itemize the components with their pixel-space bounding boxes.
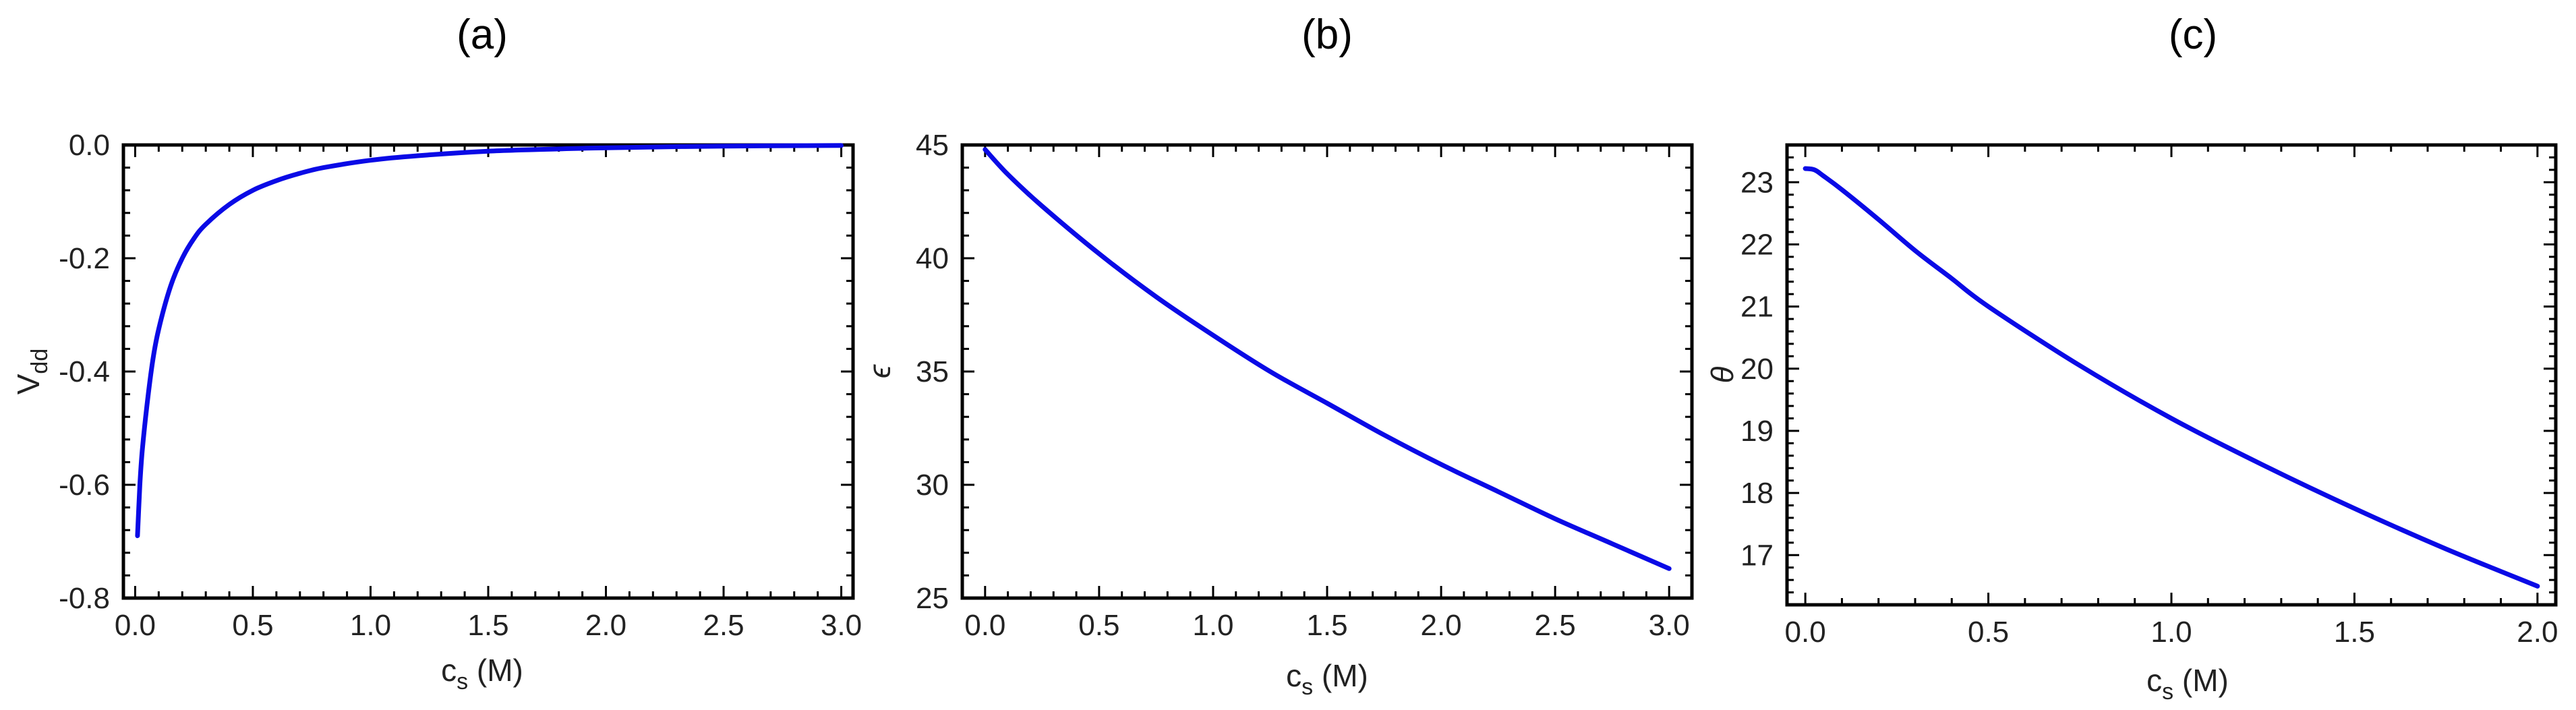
panel-title: (b) bbox=[1301, 11, 1353, 58]
x-tick-label: 1.5 bbox=[467, 609, 508, 642]
x-tick-label: 3.0 bbox=[821, 609, 862, 642]
y-tick-label: 35 bbox=[916, 355, 949, 388]
y-axis-label: θ bbox=[1705, 366, 1740, 383]
series-line bbox=[983, 147, 1672, 571]
x-axis-label-main: c bbox=[1286, 658, 1301, 693]
x-axis-label-unit: (M) bbox=[1313, 658, 1368, 693]
x-axis-label: cs (M) bbox=[1286, 658, 1368, 700]
y-axis-label: ϵ bbox=[862, 364, 897, 378]
x-tick-label: 1.5 bbox=[1306, 609, 1347, 642]
plot-frame bbox=[1785, 143, 2558, 607]
x-axis-label: cs (M) bbox=[2146, 663, 2229, 705]
y-tick-label: 21 bbox=[1740, 291, 1774, 324]
y-tick-label: -0.4 bbox=[59, 355, 110, 388]
plot-frame bbox=[121, 143, 855, 600]
x-axis-label-subscript: s bbox=[2162, 679, 2173, 705]
x-tick-label: 2.0 bbox=[2517, 616, 2558, 649]
x-axis-label-main: c bbox=[441, 653, 457, 688]
x-tick-label: 0.0 bbox=[1785, 616, 1826, 649]
x-tick-label: 2.5 bbox=[703, 609, 744, 642]
y-axis-label-main: V bbox=[11, 374, 46, 394]
y-tick-label: 22 bbox=[1740, 228, 1774, 261]
panel-title: (c) bbox=[2169, 11, 2217, 58]
y-tick-label: 25 bbox=[916, 582, 949, 615]
x-tick-label: 1.0 bbox=[1192, 609, 1233, 642]
y-tick-label: 30 bbox=[916, 469, 949, 502]
y-axis-label: Vdd bbox=[11, 349, 53, 395]
x-axis-label-subscript: s bbox=[1301, 674, 1313, 700]
x-axis-label-main: c bbox=[2146, 663, 2162, 698]
x-axis-label-subscript: s bbox=[457, 669, 468, 694]
x-tick-label: 2.0 bbox=[585, 609, 626, 642]
y-tick-label: 18 bbox=[1740, 477, 1774, 510]
y-tick-label: -0.6 bbox=[59, 469, 110, 502]
x-tick-label: 0.0 bbox=[964, 609, 1005, 642]
y-tick-label: 0.0 bbox=[69, 129, 110, 162]
x-tick-label: 1.5 bbox=[2334, 616, 2375, 649]
x-axis-label-unit: (M) bbox=[468, 653, 523, 688]
y-tick-label: 19 bbox=[1740, 415, 1774, 448]
chart-panel-a: (a) 0.0 0.5 1.0 1.5 2.0 2.5 3.0 -0.8 -0.6 -0.4 -0.2… bbox=[11, 11, 862, 694]
y-tick-label: -0.8 bbox=[59, 582, 110, 615]
series-line bbox=[1803, 166, 2540, 589]
y-tick-label: 17 bbox=[1740, 539, 1774, 572]
y-tick-label: 20 bbox=[1740, 353, 1774, 386]
x-axis-label: cs (M) bbox=[441, 653, 523, 694]
chart-panel-c: (c) 0.0 0.5 1.0 1.5 2.0 17 18 19 20 21 22 23 cs (M) θ bbox=[1705, 11, 2558, 705]
x-tick-label: 2.0 bbox=[1420, 609, 1461, 642]
x-tick-label: 2.5 bbox=[1535, 609, 1576, 642]
y-tick-label: -0.2 bbox=[59, 242, 110, 275]
panel-title: (a) bbox=[457, 11, 508, 58]
y-axis-label-subscript: dd bbox=[27, 349, 53, 374]
y-axis-label-main: θ bbox=[1705, 366, 1740, 383]
x-tick-label: 0.0 bbox=[115, 609, 156, 642]
x-tick-label: 0.5 bbox=[232, 609, 273, 642]
series-line bbox=[135, 143, 844, 539]
x-tick-label: 0.5 bbox=[1968, 616, 2009, 649]
x-tick-label: 0.5 bbox=[1078, 609, 1119, 642]
y-tick-label: 23 bbox=[1740, 166, 1774, 199]
y-tick-label: 40 bbox=[916, 242, 949, 275]
x-tick-label: 1.0 bbox=[2150, 616, 2192, 649]
x-axis-label-unit: (M) bbox=[2173, 663, 2229, 698]
y-tick-label: 45 bbox=[916, 129, 949, 162]
y-axis-label-main: ϵ bbox=[862, 364, 897, 378]
x-tick-label: 1.0 bbox=[350, 609, 391, 642]
x-tick-label: 3.0 bbox=[1649, 609, 1690, 642]
chart-panel-b: (b) 0.0 0.5 1.0 1.5 2.0 2.5 3.0 25 30 35 40 45 cs (M)… bbox=[862, 11, 1694, 700]
